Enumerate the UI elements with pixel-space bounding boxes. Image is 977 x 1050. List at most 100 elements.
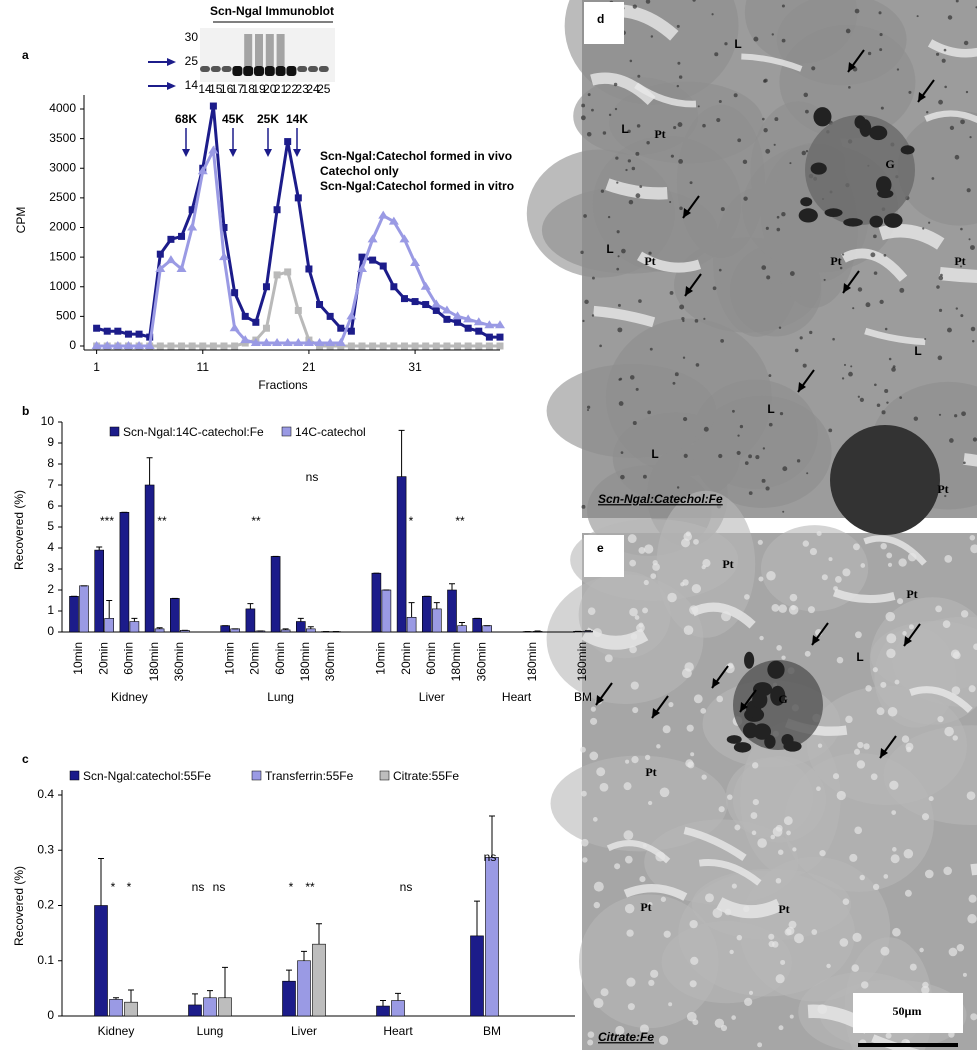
granule (816, 530, 822, 537)
mw-marker: 30 (185, 30, 199, 44)
marker-arrow-head (167, 82, 176, 90)
bar (457, 625, 467, 633)
point (400, 342, 408, 350)
granule (668, 1002, 673, 1007)
nucleus (883, 213, 903, 228)
granule (816, 786, 821, 792)
granule (842, 568, 851, 577)
granule (587, 607, 596, 615)
point (431, 299, 442, 308)
granule (742, 159, 748, 165)
point (124, 330, 132, 338)
granule (599, 782, 609, 792)
legend-label: Citrate:55Fe (393, 769, 459, 783)
bar (94, 549, 104, 633)
arrow-head (812, 635, 820, 645)
granule (629, 645, 637, 654)
blot-band (308, 66, 318, 72)
granule (768, 940, 775, 948)
tissue-label: Pt (654, 127, 665, 141)
granule (660, 896, 667, 902)
granule (642, 474, 647, 479)
error-bar (286, 969, 292, 982)
granule (972, 437, 977, 442)
granule (627, 1003, 635, 1011)
bar (371, 572, 382, 633)
granule (637, 74, 641, 78)
granule (720, 207, 725, 212)
blot-title: Scn-Ngal Immunoblot (210, 4, 334, 18)
point (103, 327, 111, 335)
granule (908, 624, 914, 630)
granule (668, 701, 674, 708)
blot-band (243, 66, 254, 76)
scale-bar-box (853, 993, 963, 1033)
granule (943, 48, 947, 52)
granule (960, 227, 963, 231)
point (378, 210, 389, 219)
granule (669, 291, 674, 295)
point (496, 333, 504, 341)
granule (632, 421, 637, 426)
bar (119, 511, 130, 633)
granule (639, 1024, 649, 1034)
arrow-head (712, 678, 720, 688)
y-tick-label: 2 (47, 582, 54, 596)
granule (833, 586, 838, 591)
granule (644, 754, 651, 761)
granule (865, 685, 872, 692)
point (400, 295, 408, 303)
lumen (963, 453, 977, 467)
nucleus (783, 741, 802, 752)
granule (892, 927, 901, 937)
granule (632, 4, 637, 9)
granule (968, 685, 976, 693)
granule (873, 234, 877, 239)
error-bar (489, 815, 495, 858)
granule (744, 997, 753, 1006)
point (240, 335, 251, 344)
point (167, 342, 175, 350)
error-bar (98, 858, 104, 906)
tubule (897, 111, 977, 226)
panel-letter: a (22, 48, 29, 62)
granule (781, 38, 786, 43)
granule (590, 706, 596, 712)
annotation: * (127, 880, 132, 894)
bar (109, 999, 123, 1017)
error-bar (128, 989, 134, 1003)
point (208, 145, 219, 154)
legend-swatch (281, 426, 292, 437)
granule (748, 454, 752, 459)
granule (794, 348, 799, 353)
error-bar (307, 626, 314, 629)
point (325, 338, 336, 347)
granule (631, 166, 636, 171)
point (155, 263, 166, 272)
granule (639, 876, 646, 883)
granule (892, 847, 897, 852)
point (93, 324, 101, 332)
legend-label: Scn-Ngal:14C-catechol:Fe (123, 425, 264, 439)
granule (880, 542, 887, 550)
label-box (584, 535, 624, 577)
panel-letter: d (597, 12, 604, 26)
granule (634, 615, 640, 620)
granule (966, 188, 971, 193)
mw-marker: 14 (185, 78, 199, 92)
granule (884, 388, 889, 394)
granule (697, 105, 700, 108)
point (347, 342, 355, 350)
granule (645, 0, 651, 4)
granule (648, 251, 652, 255)
granule (839, 266, 843, 270)
tissue-label: Pt (640, 900, 651, 914)
granule (650, 969, 659, 978)
x-tick-label: 60min (122, 642, 136, 675)
bar (129, 621, 140, 633)
annotation: ns (400, 880, 413, 894)
granule (792, 847, 797, 852)
granule (843, 363, 847, 366)
error-bar (207, 990, 213, 998)
y-tick-label: 0 (69, 338, 76, 352)
